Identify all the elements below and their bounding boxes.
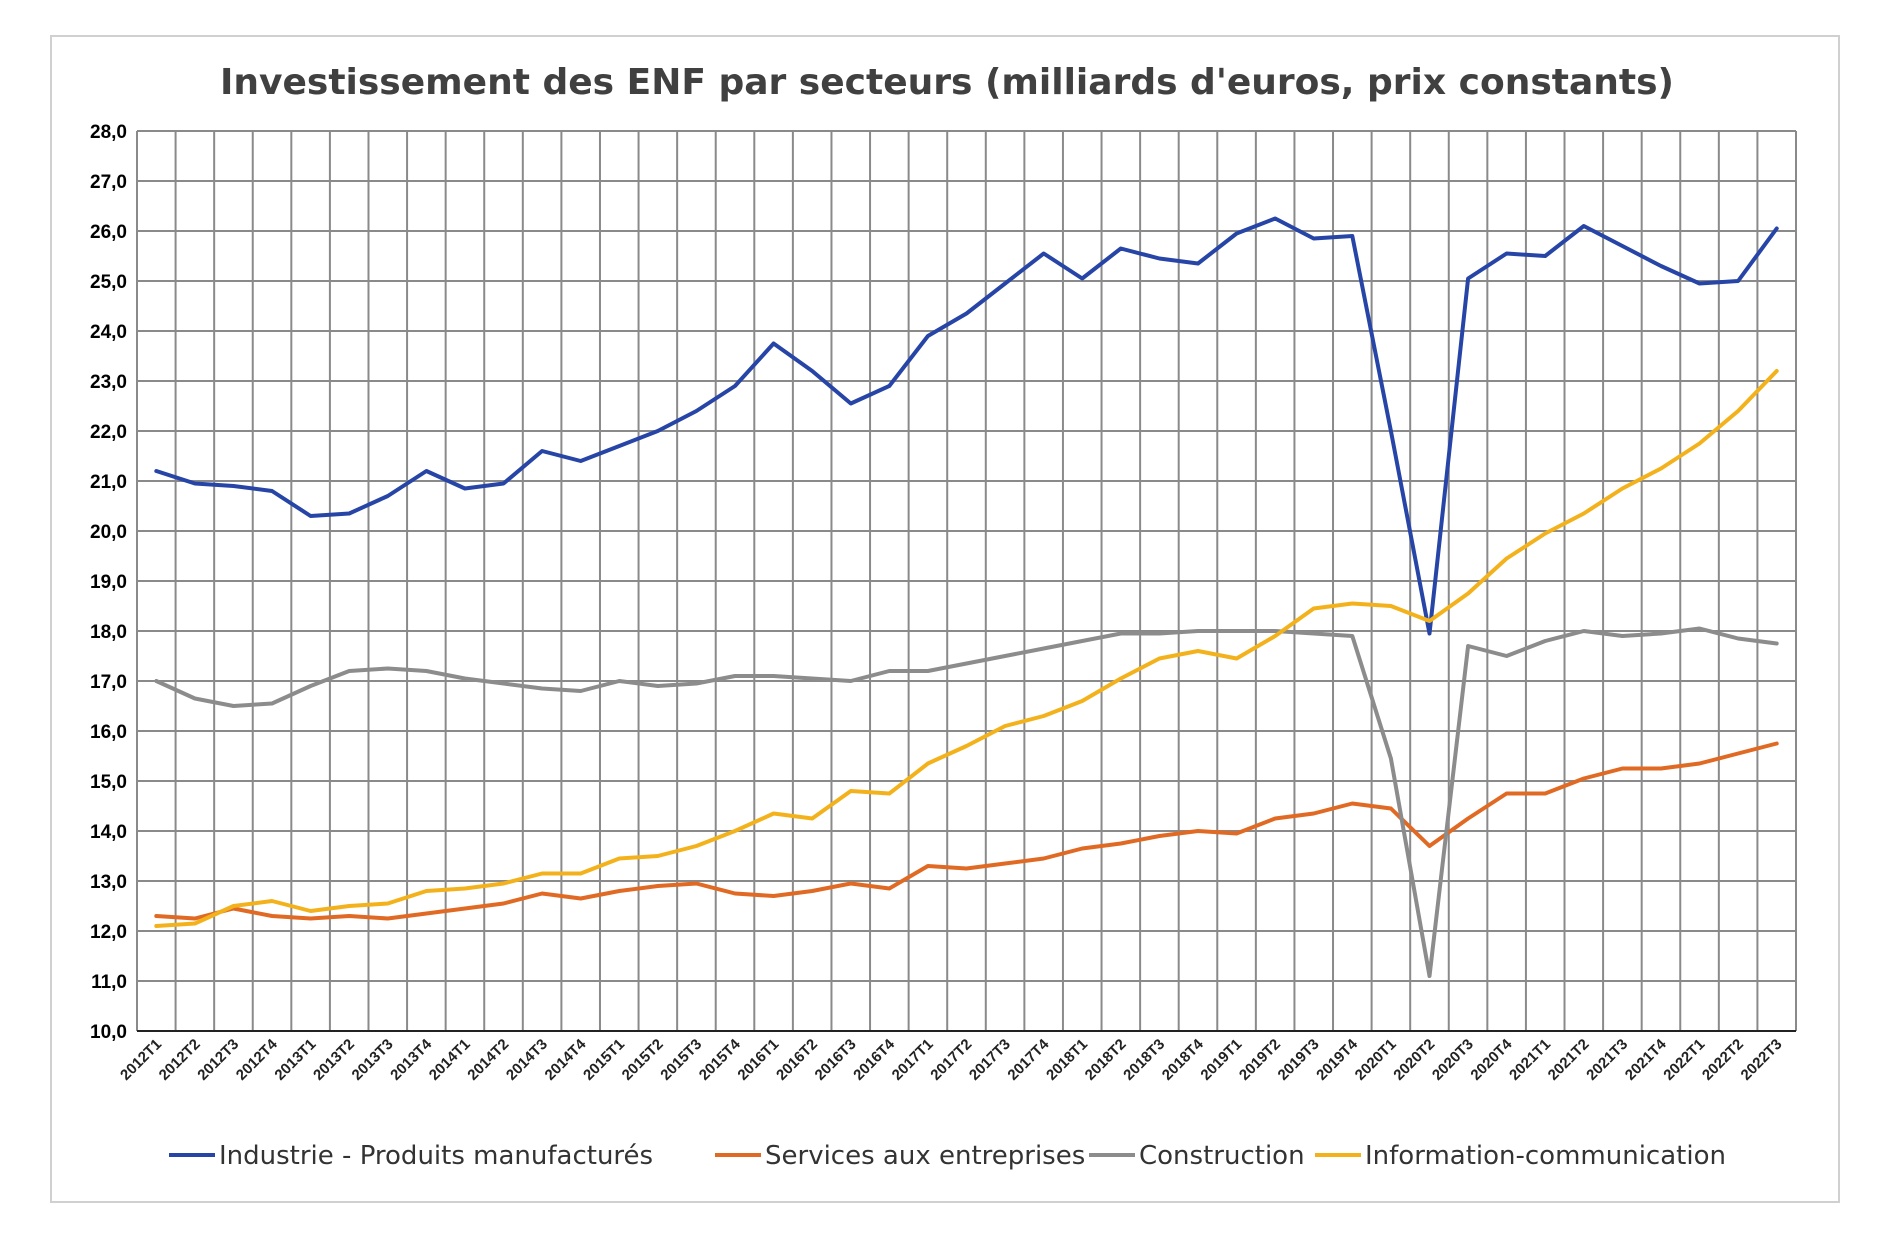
y-tick-label: 19,0	[90, 572, 127, 593]
x-tick-label: 2012T1	[117, 1036, 165, 1084]
series-line-industrie-produits-manufactures	[154, 216, 1779, 636]
x-tick-label: 2015T3	[657, 1036, 705, 1084]
x-tick-label: 2012T4	[233, 1035, 281, 1083]
line-chart: Investissement des ENF par secteurs (mil…	[90, 62, 1797, 1171]
y-tick-label: 18,0	[90, 622, 127, 643]
x-tick-label: 2013T4	[387, 1035, 435, 1083]
x-axis-ticks: 2012T12012T22012T32012T42013T12013T22013…	[117, 1035, 1785, 1083]
y-tick-label: 16,0	[90, 722, 127, 743]
x-tick-label: 2014T4	[542, 1035, 590, 1083]
x-tick-label: 2018T2	[1082, 1036, 1130, 1084]
y-axis-ticks: 10,0 11,0 12,0 13,0 14,0 15,0 16,0 17,0 18,0 19,0…	[90, 122, 127, 1043]
chart-frame: Investissement des ENF par secteurs (mil…	[50, 35, 1840, 1203]
chart-title: Investissement des ENF par secteurs (mil…	[220, 62, 1674, 103]
series-line-information-communication	[154, 369, 1779, 928]
x-tick-label: 2013T1	[271, 1036, 319, 1084]
legend-label: Industrie - Produits manufacturés	[219, 1141, 653, 1171]
x-tick-label: 2022T2	[1699, 1036, 1747, 1084]
y-tick-label: 21,0	[90, 472, 127, 493]
y-tick-label: 11,0	[91, 972, 127, 993]
series-line-services-aux-entreprises	[154, 741, 1779, 921]
legend-label: Construction	[1139, 1141, 1305, 1171]
x-tick-label: 2012T2	[156, 1036, 204, 1084]
x-tick-label: 2016T2	[773, 1036, 821, 1084]
x-tick-label: 2022T3	[1738, 1036, 1786, 1084]
x-tick-label: 2021T1	[1506, 1036, 1554, 1084]
x-tick-label: 2017T1	[889, 1036, 937, 1084]
x-tick-label: 2021T4	[1622, 1035, 1670, 1083]
x-tick-label: 2017T2	[927, 1036, 975, 1084]
x-tick-label: 2018T1	[1043, 1036, 1091, 1084]
x-tick-label: 2017T4	[1004, 1035, 1052, 1083]
x-tick-label: 2019T1	[1197, 1036, 1245, 1084]
x-tick-label: 2018T4	[1159, 1035, 1207, 1083]
y-tick-label: 28,0	[90, 122, 127, 143]
x-tick-label: 2016T3	[812, 1036, 860, 1084]
y-tick-label: 12,0	[90, 922, 127, 943]
x-tick-label: 2013T2	[310, 1036, 358, 1084]
x-tick-label: 2020T2	[1390, 1036, 1438, 1084]
x-tick-label: 2021T2	[1545, 1036, 1593, 1084]
x-tick-label: 2020T4	[1467, 1035, 1515, 1083]
y-tick-label: 25,0	[90, 272, 127, 293]
series-layer	[154, 216, 1779, 978]
x-tick-label: 2014T2	[464, 1036, 512, 1084]
y-tick-label: 17,0	[90, 672, 127, 693]
x-tick-label: 2015T4	[696, 1035, 744, 1083]
x-tick-label: 2015T2	[619, 1036, 667, 1084]
x-tick-label: 2022T1	[1660, 1036, 1708, 1084]
x-tick-label: 2014T3	[503, 1036, 551, 1084]
y-tick-label: 14,0	[90, 822, 127, 843]
y-tick-label: 23,0	[90, 372, 127, 393]
legend: Industrie - Produits manufacturés Service…	[169, 1141, 1726, 1171]
x-tick-label: 2020T3	[1429, 1036, 1477, 1084]
y-tick-label: 27,0	[90, 172, 127, 193]
y-tick-label: 20,0	[90, 522, 127, 543]
y-tick-label: 15,0	[90, 772, 127, 793]
x-tick-label: 2013T3	[349, 1036, 397, 1084]
x-tick-label: 2019T3	[1275, 1036, 1323, 1084]
x-tick-label: 2020T1	[1352, 1036, 1400, 1084]
x-tick-label: 2019T2	[1236, 1036, 1284, 1084]
x-tick-label: 2019T4	[1313, 1035, 1361, 1083]
y-tick-label: 10,0	[90, 1022, 127, 1043]
y-tick-label: 13,0	[90, 872, 127, 893]
x-tick-label: 2015T1	[580, 1036, 628, 1084]
x-tick-label: 2014T1	[426, 1036, 474, 1084]
x-tick-label: 2018T3	[1120, 1036, 1168, 1084]
x-tick-label: 2016T4	[850, 1035, 898, 1083]
x-tick-label: 2012T3	[194, 1036, 242, 1084]
legend-label: Information-communication	[1365, 1141, 1726, 1171]
legend-label: Services aux entreprises	[765, 1141, 1085, 1171]
x-tick-label: 2021T3	[1583, 1036, 1631, 1084]
y-tick-label: 26,0	[90, 222, 127, 243]
series-line-construction	[154, 626, 1779, 978]
y-tick-label: 22,0	[90, 422, 127, 443]
x-tick-label: 2016T1	[734, 1036, 782, 1084]
x-tick-label: 2017T3	[966, 1036, 1014, 1084]
y-tick-label: 24,0	[90, 322, 127, 343]
grid-layer	[136, 130, 1797, 1032]
